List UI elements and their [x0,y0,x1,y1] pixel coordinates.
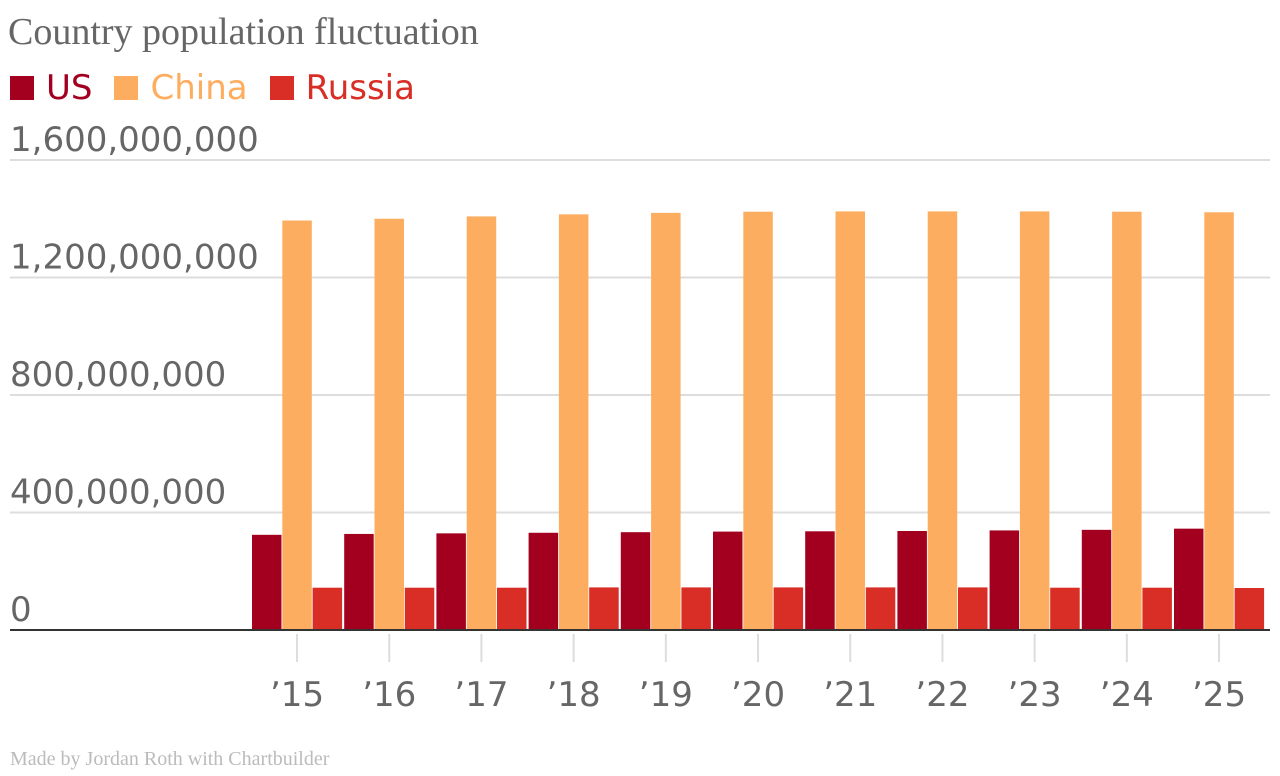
bar-china [466,216,497,630]
y-tick-label: 1,200,000,000 [10,238,259,278]
bar-china [558,214,589,630]
bar-russia [1142,587,1172,630]
bar-russia [404,587,435,630]
bar-us [436,533,466,630]
y-tick-label: 400,000,000 [10,473,226,513]
x-tick-label: ’21 [823,675,877,715]
bar-russia [1234,587,1265,630]
legend-swatch-china [114,76,139,100]
bar-russia [1050,587,1080,630]
x-tick-label: ’18 [547,675,601,715]
legend-item-china: China [114,68,248,108]
bar-china [374,218,404,630]
legend: US China Russia [10,66,437,110]
bar-russia [312,587,343,630]
bar-us [1174,528,1204,630]
bar-chart: 0 400,000,000 800,000,000 1,200,000,000 1,60… [10,120,1270,715]
x-tick-label: ’17 [454,675,508,715]
bar-russia [958,587,988,630]
bar-china [927,211,958,630]
bar-us [344,533,374,630]
bar-china [743,211,773,630]
legend-swatch-us [10,76,34,100]
legend-swatch-russia [269,76,294,100]
x-tick-label: ’23 [1008,675,1062,715]
bar-us [528,532,559,630]
bar-china [1019,211,1050,630]
x-tick-label: ’16 [362,675,416,715]
x-tick-label: ’25 [1192,675,1246,715]
footer-credit: Made by Jordan Roth with Chartbuilder [10,748,330,770]
bar-china [1204,212,1234,630]
chart-title: Country population fluctuation [8,11,479,53]
bar-us [989,530,1020,630]
bar-russia [497,587,527,630]
bar-us [713,531,743,630]
legend-item-us: US [10,68,92,108]
x-tick-label: ’19 [639,675,693,715]
bar-china [282,220,312,630]
bar-us [620,532,651,630]
bar-china [1112,211,1142,630]
legend-item-russia: Russia [269,68,415,108]
legend-label-russia: Russia [305,68,415,108]
bar-us [1081,529,1112,630]
bar-russia [589,587,619,630]
y-tick-label: 1,600,000,000 [10,120,259,160]
x-tick-label: ’15 [270,675,324,715]
legend-label-china: China [150,68,248,108]
x-tick-label: ’20 [731,675,785,715]
y-tick-label: 800,000,000 [10,355,226,395]
bar-china [835,211,865,630]
bar-russia [773,587,804,630]
bar-russia [681,587,711,630]
legend-label-us: US [46,68,93,108]
x-tick-label: ’24 [1100,675,1154,715]
x-tick-label: ’22 [915,675,969,715]
bar-us [805,531,835,630]
bar-russia [865,587,896,630]
y-tick-label: 0 [10,590,32,630]
bar-china [651,212,681,630]
bar-us [897,531,927,630]
bar-us [252,534,282,630]
